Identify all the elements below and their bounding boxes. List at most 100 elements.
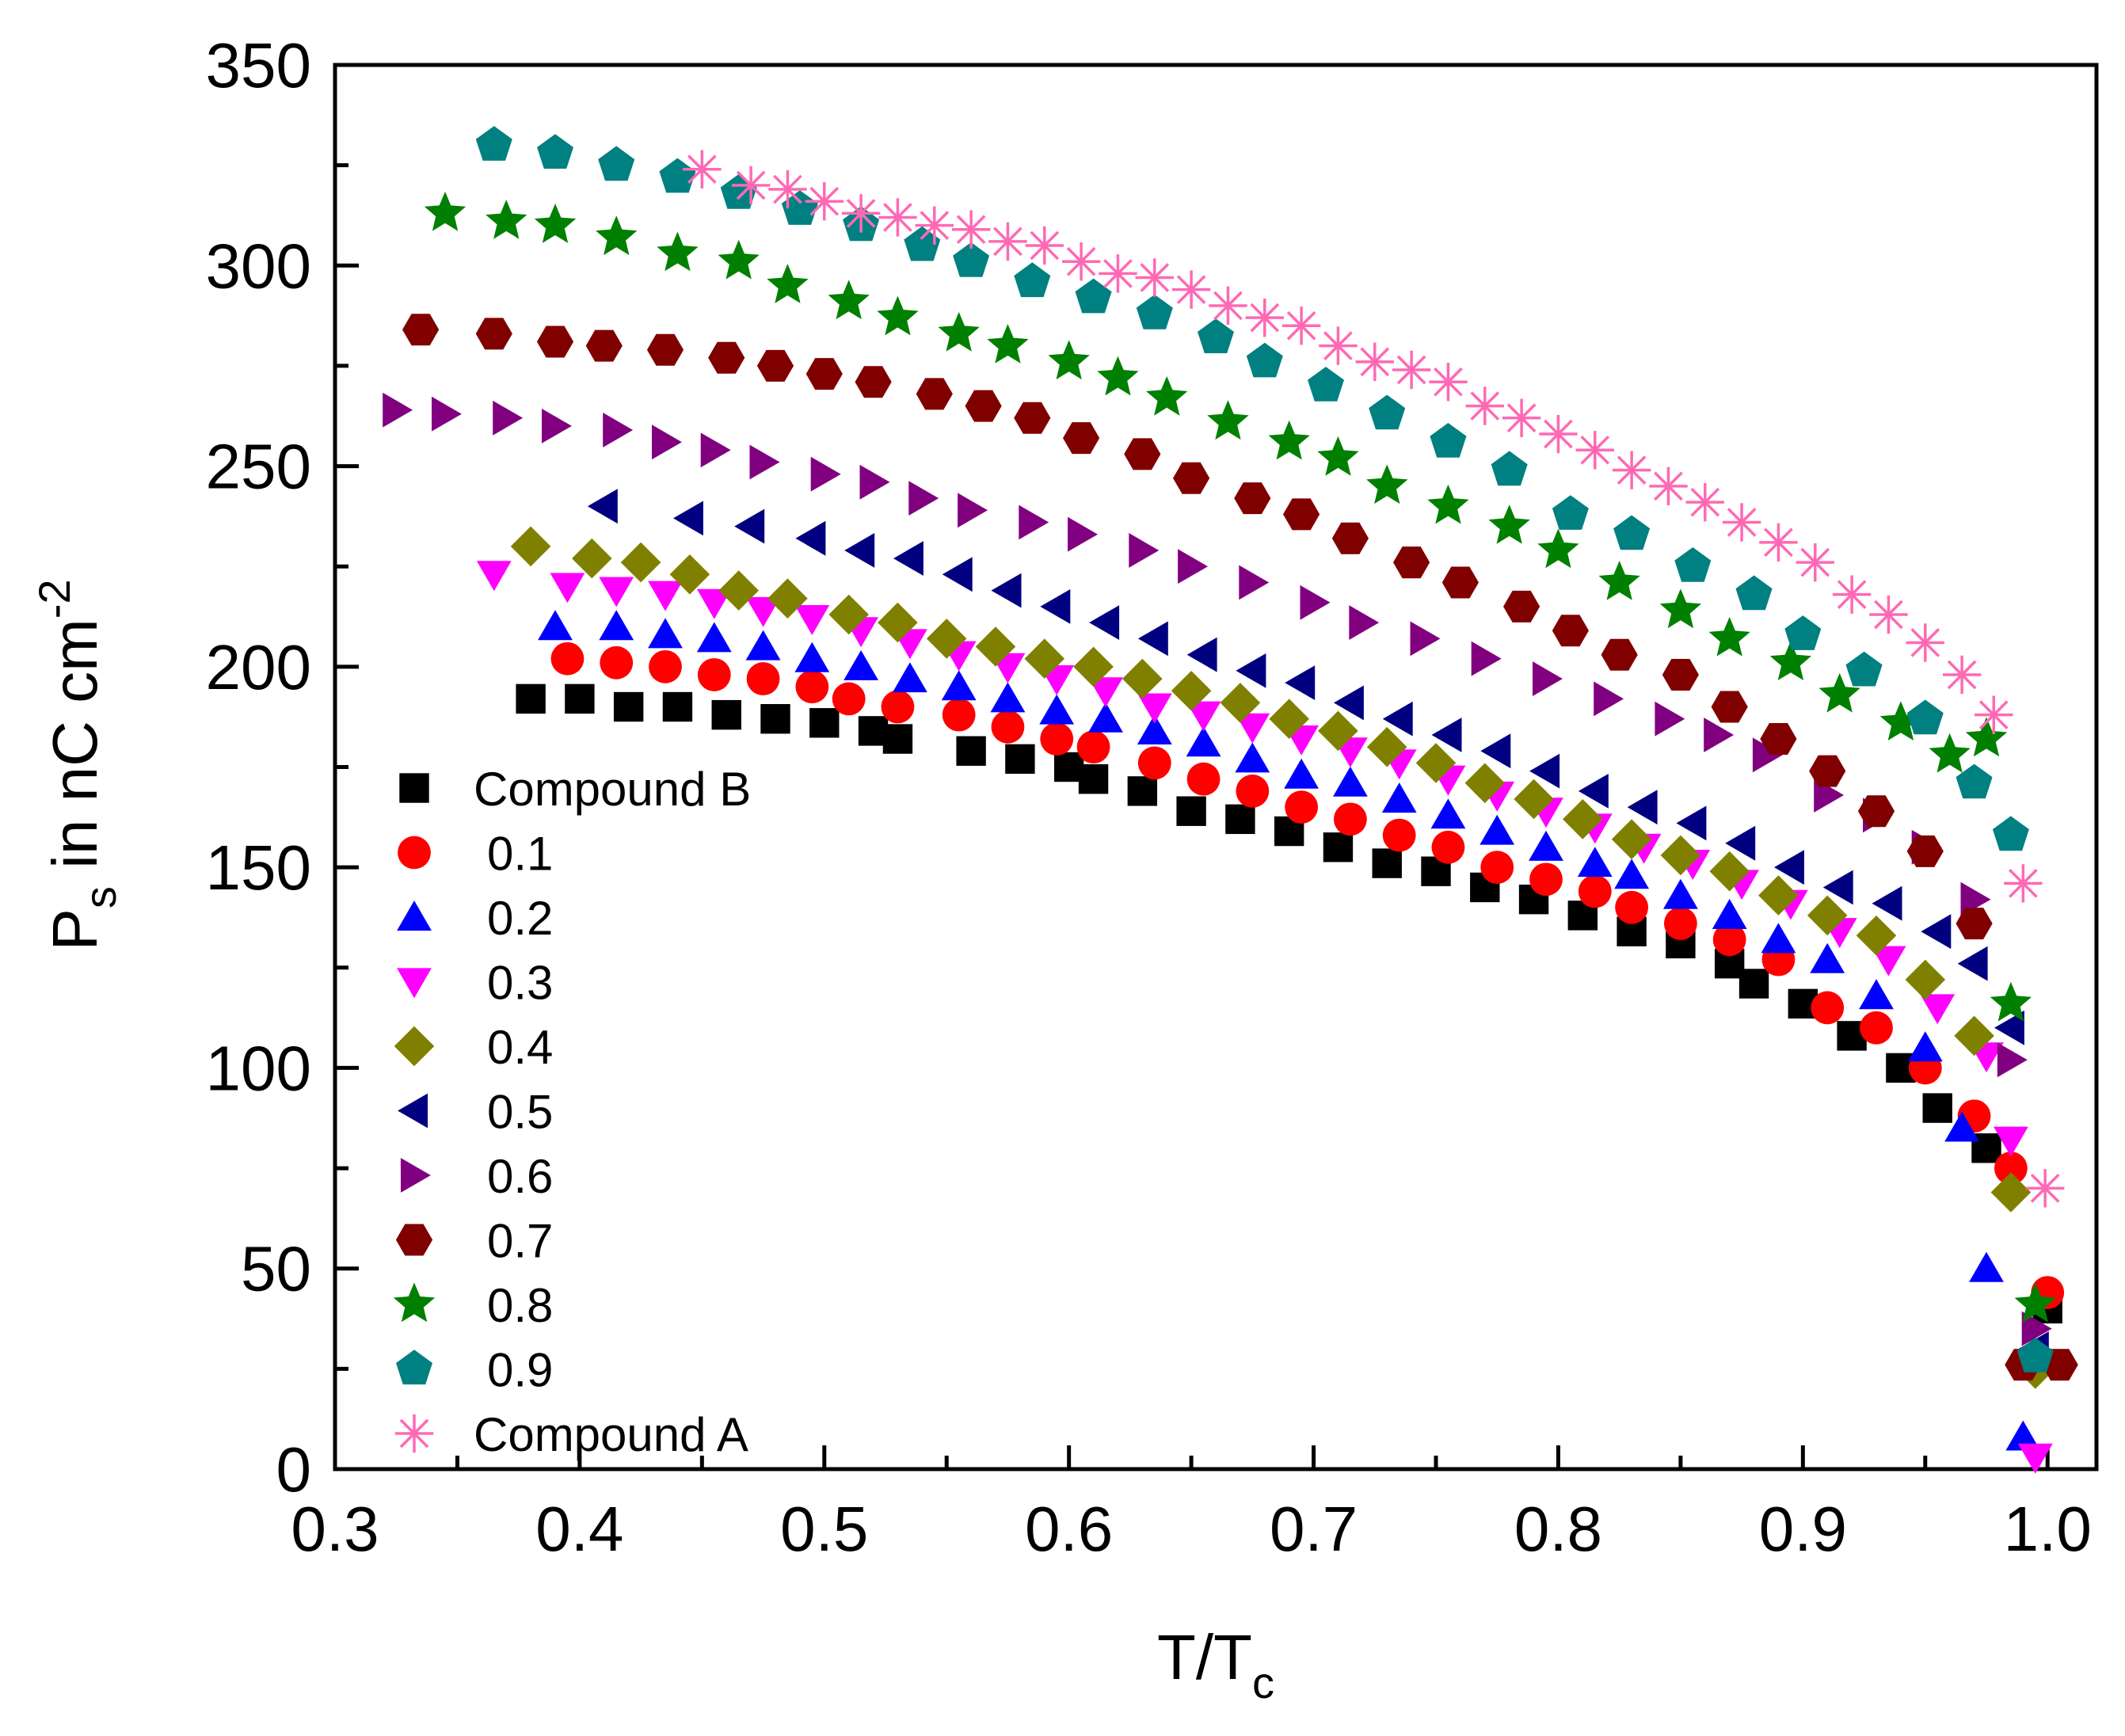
data-point <box>1761 923 1796 954</box>
data-point <box>646 333 684 366</box>
data-point <box>1246 342 1283 378</box>
legend-marker <box>397 900 432 931</box>
data-point <box>1075 278 1112 314</box>
data-point <box>746 662 780 695</box>
data-point <box>1005 744 1035 775</box>
data-point <box>648 581 683 611</box>
data-point <box>1393 546 1430 579</box>
data-point <box>648 618 683 649</box>
data-point <box>1552 495 1589 530</box>
data-point <box>1308 367 1344 402</box>
data-point <box>1430 423 1467 458</box>
data-point <box>1735 575 1773 611</box>
data-point <box>1171 671 1212 711</box>
data-point <box>1614 858 1649 889</box>
data-point <box>1578 874 1612 908</box>
data-point <box>1124 438 1161 470</box>
data-point <box>1173 462 1210 494</box>
data-point <box>942 698 976 732</box>
data-point <box>1975 695 2013 734</box>
data-point <box>1725 825 1756 861</box>
data-point <box>965 390 1002 422</box>
data-point <box>1323 832 1354 862</box>
data-point <box>1990 981 2032 1022</box>
data-point <box>1349 605 1380 640</box>
data-point <box>1712 899 1747 929</box>
legend-label: Compound A <box>474 1408 748 1461</box>
asterisk-stroke <box>1690 487 1720 517</box>
legend-marker <box>394 1414 434 1453</box>
data-point <box>926 619 967 659</box>
data-point <box>1283 498 1320 531</box>
data-point <box>1807 895 1848 936</box>
data-point <box>486 200 527 239</box>
data-point <box>493 400 524 436</box>
data-point <box>1410 621 1441 657</box>
y-axis-label-rest: in nC cm <box>40 619 110 886</box>
data-point <box>1994 1010 2024 1045</box>
data-point <box>881 690 915 724</box>
data-point <box>1869 595 1908 634</box>
data-point <box>1235 713 1270 744</box>
data-point <box>1207 400 1249 440</box>
asterisk-stroke <box>399 1418 429 1449</box>
data-point <box>1097 356 1139 396</box>
asterisk-stroke <box>2008 869 2038 898</box>
y-axis: 0 50 100 150 200 250 300 350 <box>206 30 359 1505</box>
data-point <box>1392 350 1431 390</box>
data-point <box>1712 923 1746 957</box>
data-point <box>916 378 953 410</box>
data-point <box>991 573 1022 608</box>
series-group <box>510 526 2056 1389</box>
data-point <box>673 501 703 536</box>
data-point <box>832 682 866 716</box>
x-axis: 0.3 0.4 0.5 0.6 0.7 0.8 0.9 1.0 <box>291 1445 2092 1564</box>
data-point <box>1441 566 1479 599</box>
data-point <box>572 538 612 579</box>
legend: Compound B 0.1 0.2 0.3 0.4 0.5 0.6 0.7 0.8 0.9 Com… <box>393 763 751 1461</box>
asterisk-stroke <box>736 170 766 200</box>
data-point <box>1089 605 1120 640</box>
asterisk-stroke <box>1580 435 1610 465</box>
data-point <box>1663 878 1698 909</box>
data-point <box>1860 1011 1893 1045</box>
asterisk-stroke <box>687 154 717 185</box>
data-point <box>1366 464 1408 504</box>
data-point <box>731 166 771 205</box>
data-point <box>1722 503 1761 542</box>
data-point <box>2016 1338 2054 1372</box>
x-tick-label: 0.8 <box>1514 1494 1602 1564</box>
data-point <box>1611 819 1652 859</box>
data-point <box>893 541 923 576</box>
data-point <box>424 191 467 231</box>
data-point <box>756 349 794 382</box>
data-point <box>1186 762 1221 796</box>
asterisk-stroke <box>2030 1174 2060 1203</box>
legend-marker <box>396 1350 432 1385</box>
data-point <box>975 626 1016 667</box>
data-point <box>1660 835 1701 876</box>
data-point <box>828 594 869 635</box>
data-point <box>1245 298 1284 337</box>
data-point <box>1957 946 1988 981</box>
y-axis-label-sup: -2 <box>29 579 79 619</box>
data-point <box>2025 1169 2065 1208</box>
data-point <box>1285 665 1316 700</box>
data-point <box>768 169 807 209</box>
data-point <box>1480 814 1515 845</box>
asterisk-stroke <box>1286 310 1316 341</box>
data-point <box>1944 1111 1979 1142</box>
legend-marker <box>394 1026 435 1067</box>
data-point <box>1514 779 1554 820</box>
data-point <box>1709 851 1750 892</box>
data-point <box>1906 699 1944 735</box>
data-point <box>669 554 710 595</box>
data-point <box>649 649 682 683</box>
data-point <box>956 736 986 766</box>
asterisk-stroke <box>1103 259 1133 288</box>
series-group <box>475 126 2054 1372</box>
data-point <box>534 204 577 243</box>
legend-marker <box>393 1282 436 1323</box>
data-point <box>1992 816 2029 851</box>
